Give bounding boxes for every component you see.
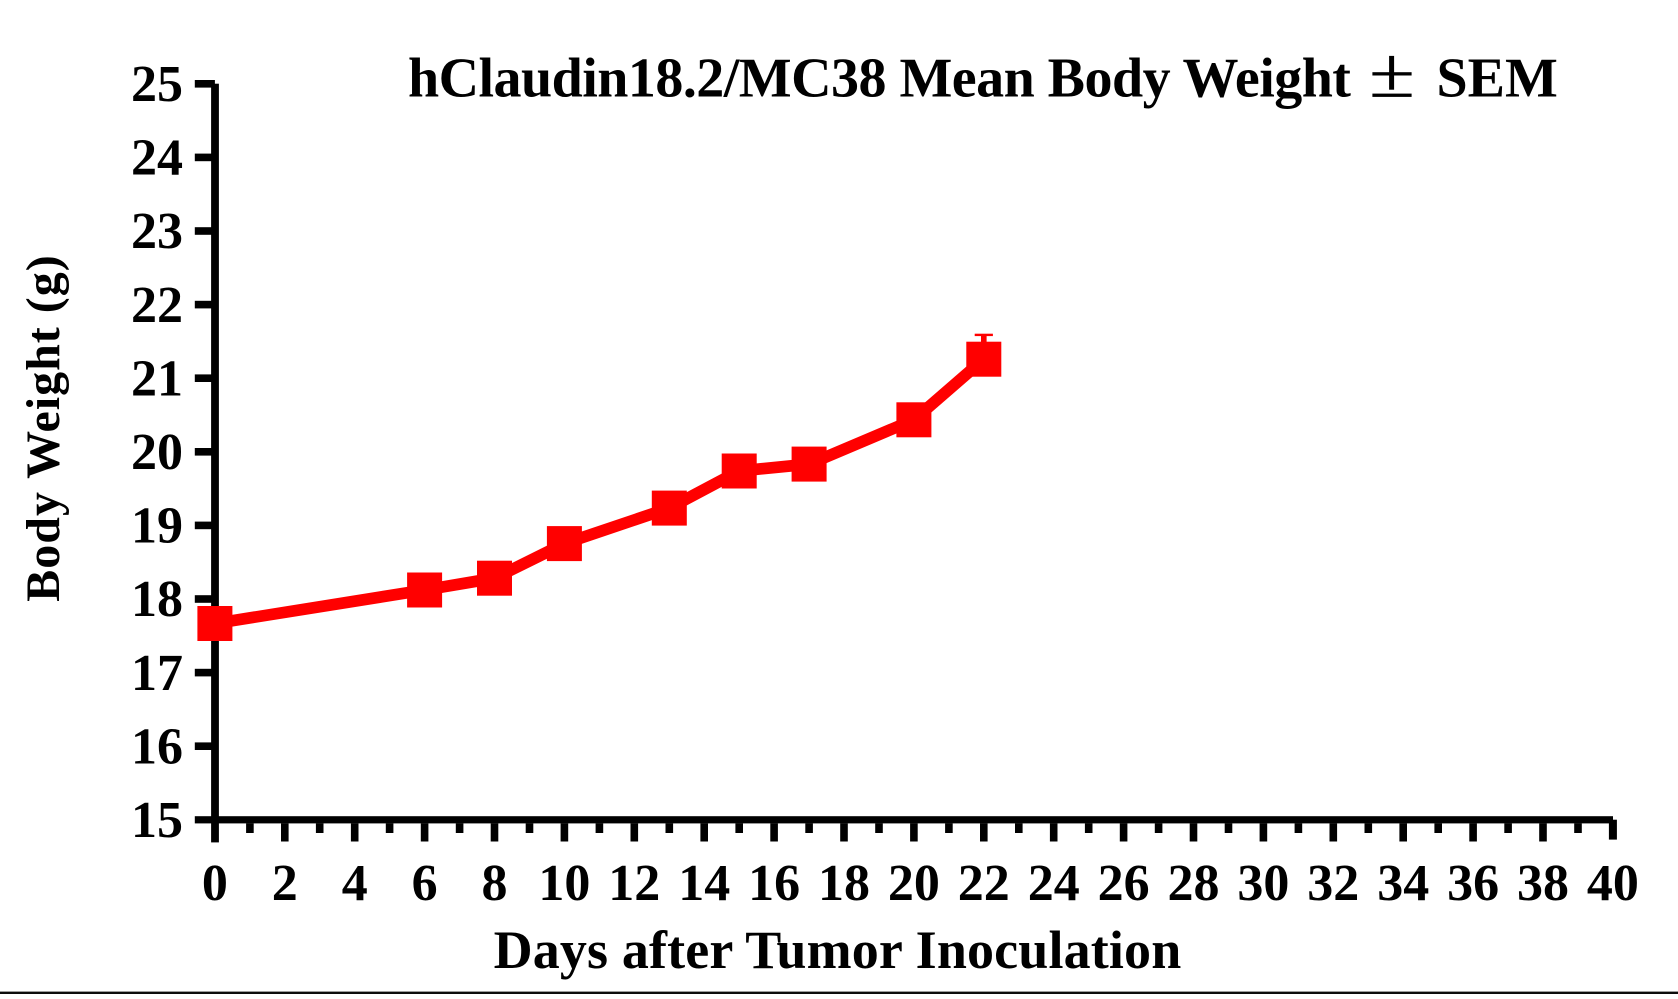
svg-text:32: 32 — [1307, 855, 1359, 912]
svg-text:0: 0 — [202, 855, 228, 912]
svg-text:24: 24 — [131, 130, 183, 187]
svg-text:18: 18 — [131, 571, 183, 628]
svg-text:24: 24 — [1028, 855, 1080, 912]
svg-text:23: 23 — [131, 203, 183, 260]
svg-text:8: 8 — [482, 855, 508, 912]
svg-text:21: 21 — [131, 350, 183, 407]
svg-text:20: 20 — [888, 855, 940, 912]
svg-text:22: 22 — [131, 277, 183, 334]
svg-text:28: 28 — [1168, 855, 1220, 912]
svg-text:38: 38 — [1517, 855, 1569, 912]
svg-text:SEM: SEM — [1437, 48, 1558, 110]
svg-text:19: 19 — [131, 498, 183, 555]
svg-text:12: 12 — [608, 855, 660, 912]
svg-text:Days after Tumor Inoculation: Days after Tumor Inoculation — [494, 920, 1182, 980]
svg-text:4: 4 — [342, 855, 368, 912]
svg-text:14: 14 — [678, 855, 730, 912]
svg-text:6: 6 — [412, 855, 438, 912]
svg-text:17: 17 — [131, 645, 183, 702]
svg-text:26: 26 — [1098, 855, 1150, 912]
svg-text:10: 10 — [538, 855, 590, 912]
svg-text:2: 2 — [272, 855, 298, 912]
svg-text:34: 34 — [1377, 855, 1429, 912]
svg-text:15: 15 — [131, 792, 183, 849]
svg-text:36: 36 — [1447, 855, 1499, 912]
svg-text:hClaudin18.2/MC38 Mean Body We: hClaudin18.2/MC38 Mean Body Weight — [408, 48, 1351, 110]
svg-text:16: 16 — [748, 855, 800, 912]
svg-text:25: 25 — [131, 56, 183, 113]
svg-text:30: 30 — [1237, 855, 1289, 912]
svg-text:20: 20 — [131, 424, 183, 481]
svg-text:16: 16 — [131, 718, 183, 775]
svg-text:18: 18 — [818, 855, 870, 912]
svg-text:22: 22 — [958, 855, 1010, 912]
svg-text:Body Weight (g): Body Weight (g) — [17, 254, 70, 601]
svg-text:40: 40 — [1587, 855, 1639, 912]
